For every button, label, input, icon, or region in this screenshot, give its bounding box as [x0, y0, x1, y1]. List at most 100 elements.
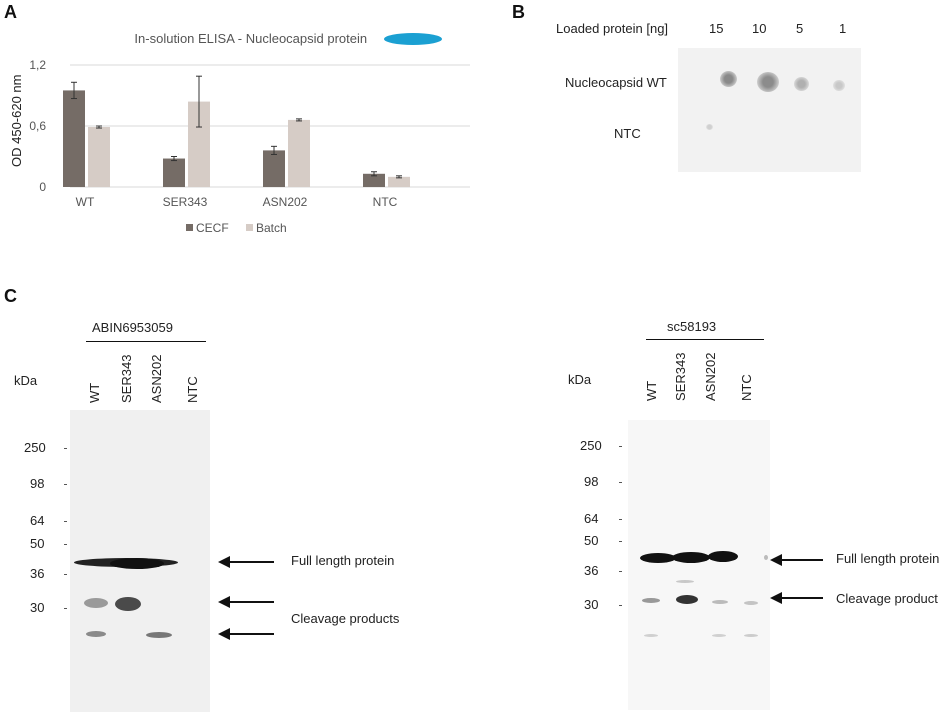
- band-cleavage: [642, 598, 660, 603]
- dotblot-header: Loaded protein [ng]: [556, 21, 669, 36]
- bar-cecf: [163, 158, 185, 187]
- arrow-icon: [770, 592, 782, 604]
- y-tick-label: 0: [39, 180, 46, 194]
- arrow-icon: [218, 628, 230, 640]
- kda-marker: 30: [584, 597, 599, 612]
- amount-label: 10: [752, 21, 767, 36]
- kda-marker: 30: [30, 600, 45, 615]
- bar-batch: [188, 101, 210, 187]
- panel-label-b: B: [512, 2, 525, 22]
- arrow-line: [228, 601, 274, 603]
- kda-label: kDa: [568, 372, 592, 387]
- x-tick-label: SER343: [163, 195, 208, 209]
- ladder-tick: [64, 521, 67, 522]
- arrow-line: [228, 561, 274, 563]
- kda-label: kDa: [14, 373, 38, 388]
- kda-marker: 36: [584, 563, 599, 578]
- band-cleavage: [146, 632, 172, 638]
- y-tick-label: 0,6: [29, 119, 46, 133]
- kda-marker: 64: [30, 513, 45, 528]
- band-faint: [712, 634, 726, 637]
- kda-marker: 250: [24, 440, 46, 455]
- ladder-tick: [619, 446, 622, 447]
- legend-swatch: [186, 224, 193, 231]
- antibody-underline: [646, 339, 764, 340]
- arrow-line: [780, 597, 823, 599]
- x-tick-label: WT: [76, 195, 95, 209]
- antibody-label: sc58193: [667, 319, 717, 334]
- band-faint: [644, 634, 658, 637]
- kda-marker: 36: [30, 566, 45, 581]
- lane-label: WT: [644, 380, 659, 401]
- bar-cecf: [63, 90, 85, 187]
- lane-label: NTC: [739, 374, 754, 401]
- arrow-line: [780, 559, 823, 561]
- panel-label-a: A: [4, 2, 17, 22]
- band-faint: [676, 580, 694, 583]
- ladder-tick: [64, 544, 67, 545]
- ladder-tick: [64, 608, 67, 609]
- western-membrane-left: [70, 410, 210, 712]
- ladder-tick: [64, 574, 67, 575]
- kda-marker: 50: [30, 536, 45, 551]
- ladder-tick: [619, 605, 622, 606]
- ladder-tick: [619, 541, 622, 542]
- band-faint: [744, 634, 758, 637]
- arrow-line: [228, 633, 274, 635]
- bar-batch: [388, 176, 410, 187]
- bar-batch: [88, 127, 110, 187]
- annotation-label: Full length protein: [291, 553, 395, 568]
- annotation-label: Cleavage products: [291, 611, 400, 626]
- legend-label: CECF: [196, 221, 229, 235]
- chart-title-row: In-solution ELISA - Nucleocapsid protein: [88, 30, 488, 48]
- kda-marker: 50: [584, 533, 599, 548]
- amount-label: 15: [709, 21, 724, 36]
- lane-label: SER343: [119, 354, 134, 403]
- dotblot-row-label: Nucleocapsid WT: [565, 75, 667, 90]
- lane-label: ASN202: [703, 352, 718, 401]
- annotation-label: Full length protein: [836, 551, 940, 566]
- dot-spot: [720, 71, 737, 87]
- arrow-icon: [218, 596, 230, 608]
- band-cleavage: [86, 631, 106, 637]
- dot-spot: [833, 80, 845, 91]
- dot-spot: [794, 77, 809, 91]
- dotblot-membrane: [678, 48, 861, 172]
- x-tick-label: NTC: [373, 195, 398, 209]
- antibody-underline: [86, 341, 206, 342]
- kda-marker: 250: [580, 438, 602, 453]
- kda-marker: 98: [584, 474, 599, 489]
- band-faint: [764, 555, 768, 560]
- antibody-label: ABIN6953059: [92, 320, 173, 335]
- lane-label: SER343: [673, 352, 688, 401]
- ladder-tick: [64, 484, 67, 485]
- dot-spot: [757, 72, 779, 92]
- ladder-tick: [619, 482, 622, 483]
- dot-spot: [706, 124, 713, 130]
- amount-label: 1: [839, 21, 847, 36]
- arrow-icon: [218, 556, 230, 568]
- panel-label-c: C: [4, 286, 17, 306]
- arrow-icon: [770, 554, 782, 566]
- chart-title: In-solution ELISA - Nucleocapsid protein: [134, 31, 368, 46]
- lane-label: NTC: [185, 376, 200, 403]
- band-full-length: [110, 558, 164, 569]
- bar-cecf: [363, 173, 385, 187]
- lane-label: ASN202: [149, 354, 164, 403]
- band-full-length: [640, 553, 676, 563]
- ladder-tick: [619, 571, 622, 572]
- kda-marker: 98: [30, 476, 45, 491]
- band-cleavage: [676, 595, 698, 604]
- band-cleavage: [115, 597, 141, 611]
- lane-label: WT: [87, 382, 102, 403]
- bar-cecf: [263, 150, 285, 187]
- y-tick-label: 1,2: [29, 58, 46, 72]
- x-tick-label: ASN202: [263, 195, 308, 209]
- legend-swatch: [246, 224, 253, 231]
- kda-marker: 64: [584, 511, 599, 526]
- band-faint: [744, 601, 758, 605]
- bar-batch: [288, 119, 310, 187]
- annotation-label: Cleavage product: [836, 591, 938, 606]
- bar-chart: 0 0,6 1,2 WT SER343 ASN202 NTC CECF Batch: [29, 58, 470, 235]
- band-full-length: [672, 552, 710, 563]
